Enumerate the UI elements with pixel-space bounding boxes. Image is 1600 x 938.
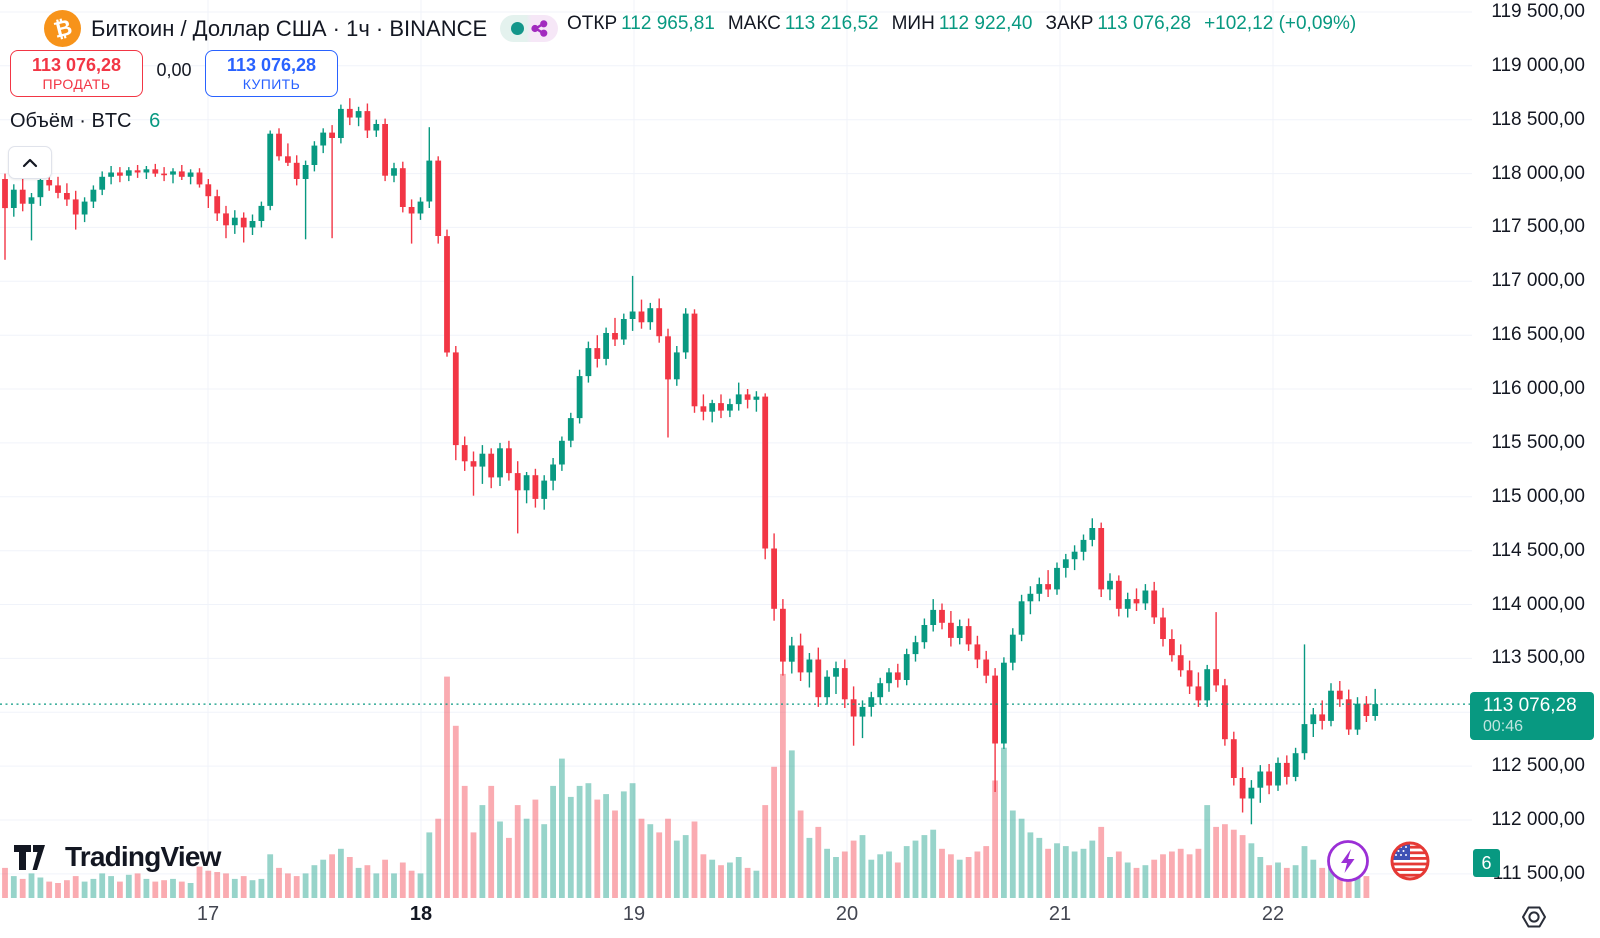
price-axis-label: 119 500,00 <box>1491 1 1585 22</box>
buy-price: 113 076,28 <box>226 55 317 76</box>
price-axis-label: 112 500,00 <box>1491 755 1585 776</box>
low-value: 112 922,40 <box>938 13 1033 34</box>
price-axis-label: 115 500,00 <box>1491 432 1585 453</box>
volume-indicator-value: 6 <box>149 110 161 132</box>
ohlc-row: ОТКР 112 965,81 МАКС 113 216,52 МИН 112 … <box>567 13 1356 35</box>
market-status-pill[interactable] <box>500 15 559 42</box>
time-axis-label: 17 <box>196 903 220 925</box>
lightning-icon <box>1327 840 1369 882</box>
price-axis-label: 111 500,00 <box>1492 863 1585 884</box>
last-price-badge[interactable]: 113 076,28 00:46 <box>1470 692 1594 740</box>
open-value: 112 965,81 <box>621 13 715 34</box>
collapse-legend-button[interactable] <box>8 146 52 179</box>
sell-price: 113 076,28 <box>31 55 122 76</box>
time-axis-label: 21 <box>1048 903 1072 925</box>
settings-button[interactable] <box>1519 902 1549 937</box>
volume-value-badge: 6 <box>1473 849 1500 877</box>
high-value: 113 216,52 <box>784 13 879 34</box>
share-icon[interactable] <box>531 20 548 37</box>
tradingview-logo[interactable]: TradingView <box>14 841 221 873</box>
price-axis-label: 116 000,00 <box>1491 378 1585 399</box>
time-axis-label: 20 <box>835 903 859 925</box>
close-value: 113 076,28 <box>1097 13 1192 34</box>
buy-label: КУПИТЬ <box>242 75 301 92</box>
time-axis-label: 22 <box>1261 903 1285 925</box>
close-label: ЗАКР <box>1045 13 1094 34</box>
bitcoin-icon: ₿ <box>44 10 81 47</box>
price-axis-label: 115 000,00 <box>1491 486 1585 507</box>
price-axis-label: 118 000,00 <box>1491 163 1585 184</box>
price-axis-label: 114 000,00 <box>1491 594 1585 615</box>
time-axis-label: 19 <box>622 903 646 925</box>
sell-label: ПРОДАТЬ <box>42 75 111 92</box>
high-label: МАКС <box>727 13 781 34</box>
tradingview-mark-icon <box>14 844 45 870</box>
spread-value: 0,00 <box>156 60 192 80</box>
price-axis-label: 116 500,00 <box>1491 324 1585 345</box>
price-axis-label: 117 000,00 <box>1491 270 1585 291</box>
symbol-title[interactable]: Биткоин / Доллар США · 1ч · BINANCE <box>91 15 488 41</box>
price-axis-label: 117 500,00 <box>1491 216 1585 237</box>
price-axis-label: 114 500,00 <box>1491 540 1585 561</box>
gear-icon <box>1522 906 1546 928</box>
symbol-header: ₿ Биткоин / Доллар США · 1ч · BINANCE <box>44 10 559 47</box>
volume-indicator-legend[interactable]: Объём · BTC 6 <box>10 110 160 133</box>
tradingview-logo-text: TradingView <box>65 841 221 872</box>
time-axis-label: 18 <box>409 903 433 925</box>
us-flag-icon <box>1390 841 1430 881</box>
price-axis-label: 119 000,00 <box>1491 55 1585 76</box>
buy-button[interactable]: 113 076,28 КУПИТЬ <box>205 50 338 97</box>
price-axis-label: 112 000,00 <box>1491 809 1585 830</box>
open-label: ОТКР <box>567 13 618 34</box>
price-axis-label: 113 500,00 <box>1491 647 1585 668</box>
last-price-value: 113 076,28 <box>1483 695 1577 716</box>
chevron-up-icon <box>22 158 38 167</box>
language-flag-button[interactable] <box>1388 839 1432 888</box>
market-open-dot-icon <box>510 22 524 35</box>
change-value: +102,12 (+0,09%) <box>1204 13 1357 34</box>
volume-indicator-label: Объём · BTC <box>10 110 132 132</box>
bar-countdown: 00:46 <box>1483 718 1524 735</box>
sell-button[interactable]: 113 076,28 ПРОДАТЬ <box>10 50 143 97</box>
boost-button[interactable] <box>1326 839 1370 888</box>
low-label: МИН <box>891 13 935 34</box>
price-axis-label: 118 500,00 <box>1491 109 1585 130</box>
